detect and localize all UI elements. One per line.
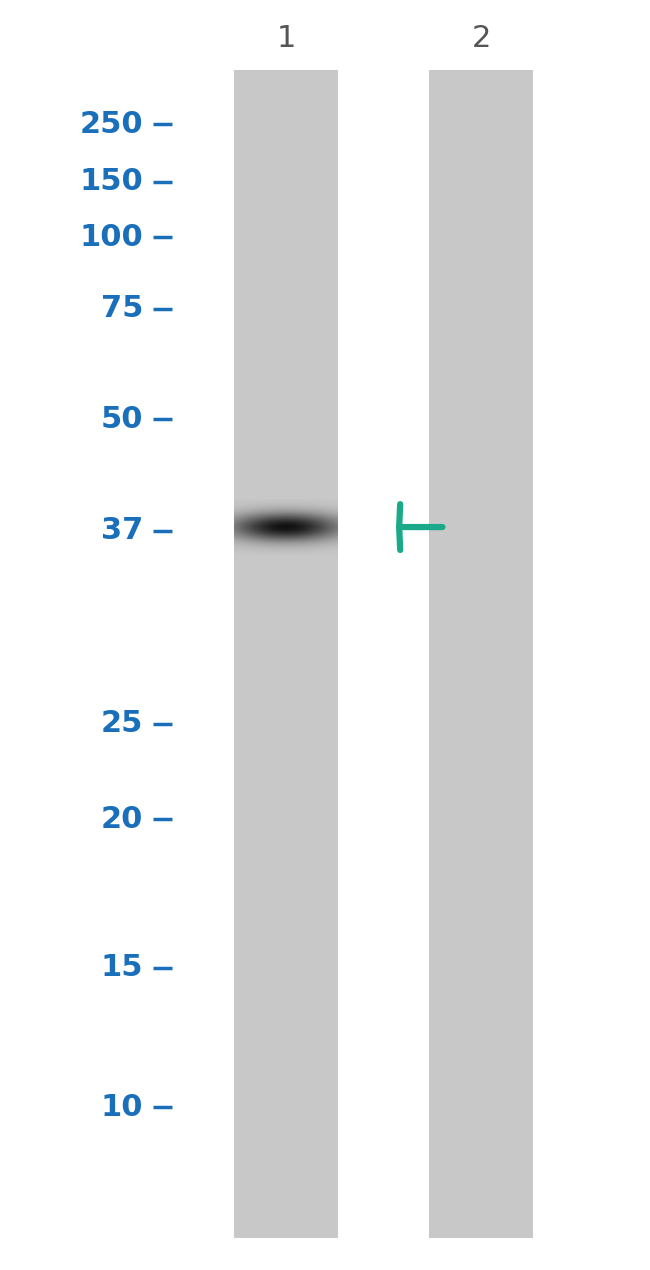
Text: 75: 75 bbox=[101, 295, 143, 323]
Text: 37: 37 bbox=[101, 517, 143, 545]
Text: 15: 15 bbox=[101, 954, 143, 982]
Text: 100: 100 bbox=[79, 224, 143, 251]
Text: 50: 50 bbox=[101, 405, 143, 433]
Text: 25: 25 bbox=[101, 710, 143, 738]
Text: 150: 150 bbox=[79, 168, 143, 196]
Text: 1: 1 bbox=[276, 24, 296, 52]
Bar bbox=[234, 70, 338, 1238]
Text: 250: 250 bbox=[79, 110, 143, 138]
Bar bbox=[429, 70, 533, 1238]
Text: 20: 20 bbox=[101, 805, 143, 833]
Text: 2: 2 bbox=[471, 24, 491, 52]
Text: 10: 10 bbox=[101, 1093, 143, 1121]
